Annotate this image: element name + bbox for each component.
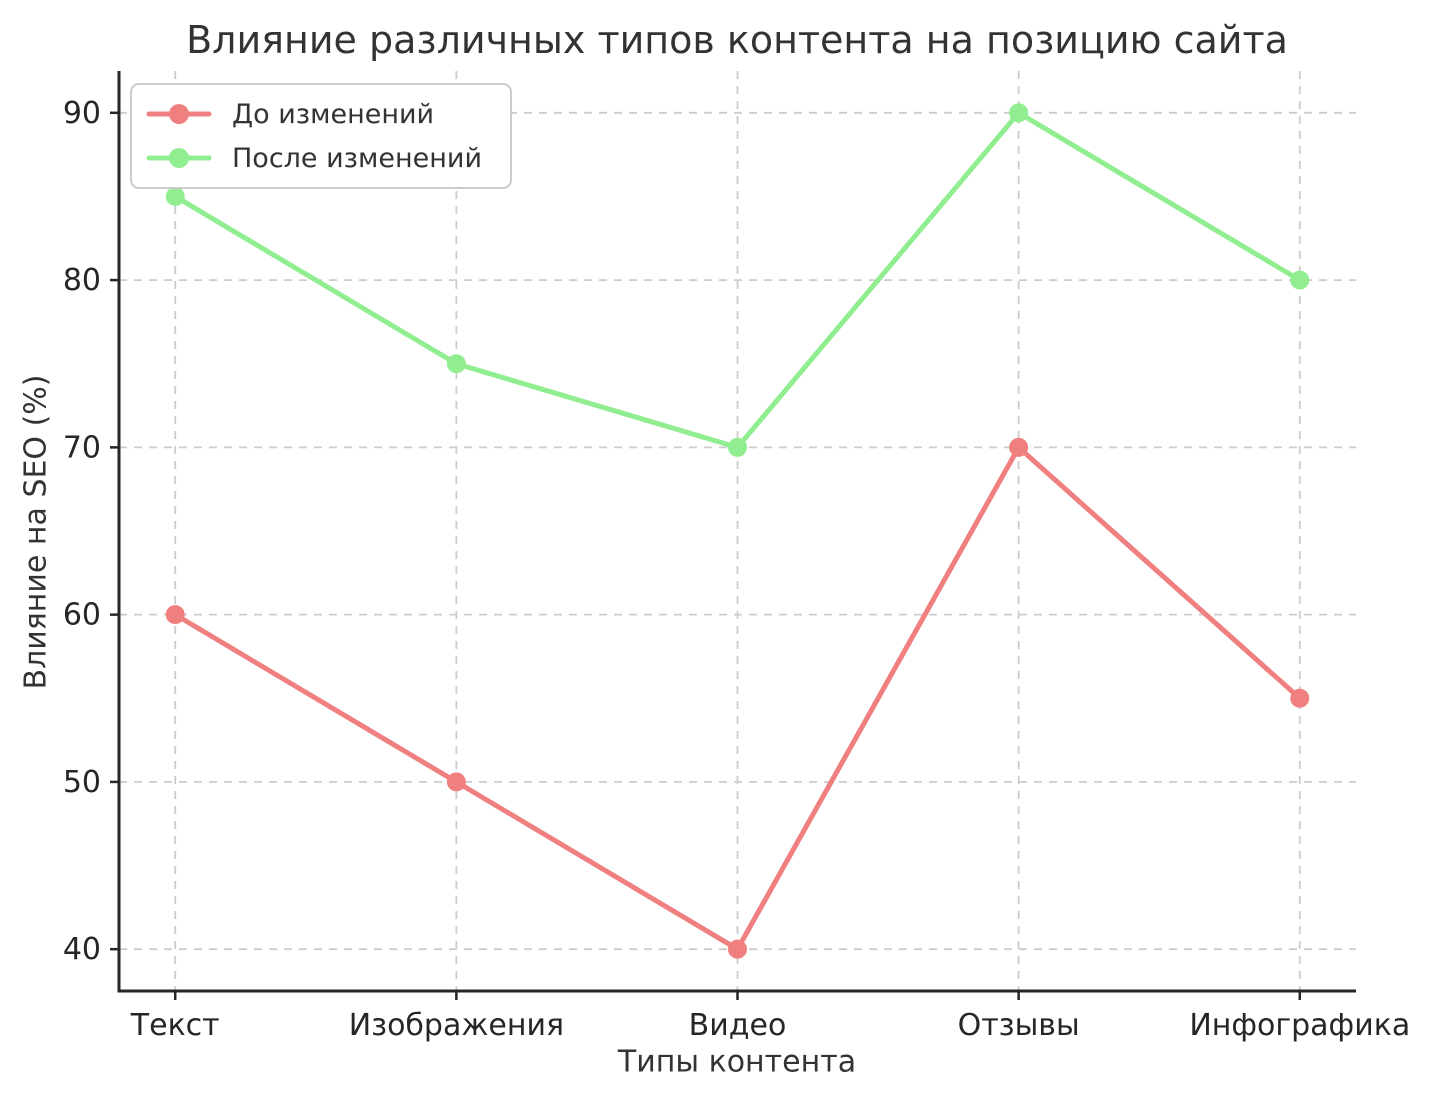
- legend-item-after: После изменений: [146, 137, 482, 179]
- legend-label-after: После изменений: [232, 142, 483, 174]
- svg-text:80: 80: [63, 263, 101, 298]
- svg-text:Текст: Текст: [130, 1008, 220, 1043]
- legend-item-before: До изменений: [146, 93, 482, 135]
- svg-text:Отзывы: Отзывы: [958, 1008, 1080, 1043]
- svg-text:90: 90: [63, 96, 101, 131]
- svg-text:40: 40: [63, 932, 101, 967]
- chart-title: Влияние различных типов контента на пози…: [186, 18, 1288, 62]
- svg-text:50: 50: [63, 765, 101, 800]
- legend: До изменений После изменений: [130, 83, 513, 189]
- legend-line-marker-before: [146, 104, 212, 124]
- svg-text:Изображения: Изображения: [349, 1008, 564, 1043]
- svg-text:Инфографика: Инфографика: [1189, 1008, 1410, 1043]
- svg-text:Видео: Видео: [689, 1008, 787, 1043]
- legend-label-before: До изменений: [232, 98, 435, 130]
- svg-text:70: 70: [63, 430, 101, 465]
- x-axis-label: Типы контента: [617, 1044, 857, 1080]
- svg-text:60: 60: [63, 598, 101, 633]
- legend-line-marker-after: [146, 148, 212, 168]
